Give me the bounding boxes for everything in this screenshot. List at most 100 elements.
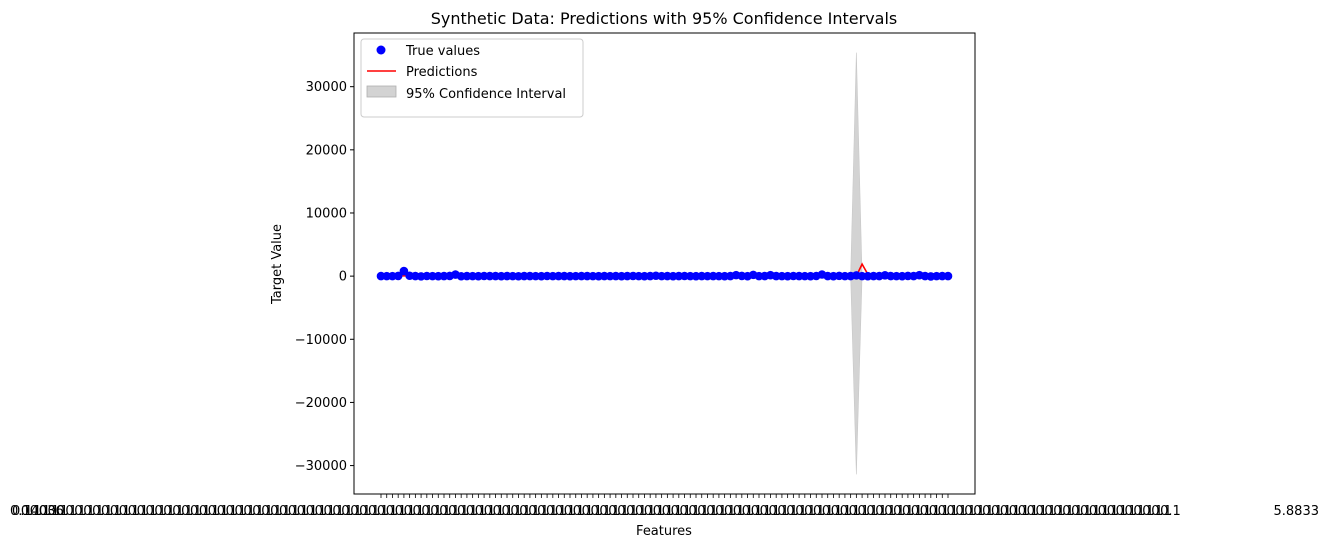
y-tick-label: −20000 [295, 396, 347, 411]
x-tick-label-overlap: 0.1 [430, 504, 451, 519]
x-tick-label-overlap: 0.1 [217, 504, 238, 519]
x-tick-label-overlap: 0.1 [626, 504, 647, 519]
x-tick-label-overlap: 0.1 [1044, 504, 1065, 519]
x-tick-label-overlap: 0.1 [128, 504, 149, 519]
x-tick-label-overlap: 0.1 [831, 504, 852, 519]
x-tick-label-overlap: 0.1 [297, 504, 318, 519]
x-tick-label-overlap: 0.1 [866, 504, 887, 519]
x-tick-label-overlap: 0.1 [751, 504, 772, 519]
x-tick-label-left: 0.14036 [10, 504, 64, 519]
x-tick-label-overlap: 0.1 [760, 504, 781, 519]
x-tick-label-overlap: 0.1 [235, 504, 256, 519]
x-tick-label-overlap: 0.1 [973, 504, 994, 519]
x-tick-label-overlap: 0.1 [252, 504, 273, 519]
x-tick-label-overlap: 0.1 [697, 504, 718, 519]
x-tick-label-overlap: 0.1 [920, 504, 941, 519]
x-tick-label-overlap: 0.1 [537, 504, 558, 519]
x-tick-label-overlap: 0.1 [386, 504, 407, 519]
x-tick-label-overlap: 0.1 [270, 504, 291, 519]
x-tick-label-overlap: 0.1 [858, 504, 879, 519]
x-tick-label-overlap: 0.1 [599, 504, 620, 519]
x-tick-label-overlap: 0.1 [404, 504, 425, 519]
x-tick-label-overlap: 0.1 [359, 504, 380, 519]
x-tick-label-overlap: 0.1 [154, 504, 175, 519]
x-tick-label-overlap: 0.1 [617, 504, 638, 519]
x-tick-label-overlap: 0.1 [502, 504, 523, 519]
x-tick-label-overlap: 0.1 [1107, 504, 1128, 519]
x-tick-label-overlap: 0.1 [591, 504, 612, 519]
x-tick-label-overlap: 0.1 [12, 504, 33, 519]
chart-title: Synthetic Data: Predictions with 95% Con… [431, 9, 898, 28]
x-tick-label-overlap: 0.1 [555, 504, 576, 519]
x-tick-label-overlap: 0.1 [21, 504, 42, 519]
x-tick-label-overlap: 0.1 [341, 504, 362, 519]
x-tick-label-overlap: 0.1 [110, 504, 131, 519]
x-tick-label-overlap: 0.1 [448, 504, 469, 519]
true-value-point [393, 271, 403, 281]
legend-marker-true-values [376, 45, 386, 55]
x-tick-label-overlap: 0.1 [510, 504, 531, 519]
x-tick-label-overlap: 0.1 [1160, 504, 1181, 519]
x-tick-label-overlap: 0.1 [671, 504, 692, 519]
x-tick-label-overlap: 0.1 [875, 504, 896, 519]
x-tick-label-overlap: 0.1 [573, 504, 594, 519]
x-tick-label-overlap: 0.1 [368, 504, 389, 519]
y-axis-label: Target Value [270, 224, 285, 305]
legend-label-confidence-interval: 95% Confidence Interval [406, 87, 566, 102]
x-tick-label-overlap: 0.1 [769, 504, 790, 519]
x-tick-label-right: 5.8833 [1274, 504, 1320, 519]
x-tick-label-overlap: 0.1 [315, 504, 336, 519]
x-tick-label-overlap: 0.1 [1071, 504, 1092, 519]
y-tick-label: 10000 [306, 206, 347, 221]
x-tick-label-overlap: 0.1 [822, 504, 843, 519]
x-tick-label-overlap: 0.1 [804, 504, 825, 519]
x-tick-label-overlap: 0.1 [1000, 504, 1021, 519]
y-tick-label: −10000 [295, 333, 347, 348]
legend-label-true-values: True values [405, 44, 480, 59]
x-tick-label-overlap: 0.1 [564, 504, 585, 519]
x-tick-label-overlap: 0.1 [332, 504, 353, 519]
x-tick-label-overlap: 0.1 [163, 504, 184, 519]
x-tick-label-overlap: 0.1 [528, 504, 549, 519]
x-tick-label-overlap: 0.1 [1080, 504, 1101, 519]
x-tick-label-overlap: 0.1 [243, 504, 264, 519]
x-tick-label-overlap: 0.1 [1062, 504, 1083, 519]
x-tick-label-overlap: 0.1 [101, 504, 122, 519]
x-tick-label-overlap: 0.1 [582, 504, 603, 519]
x-tick-label-overlap: 0.1 [813, 504, 834, 519]
x-tick-label-overlap: 0.1 [83, 504, 104, 519]
x-tick-label-overlap: 0.1 [947, 504, 968, 519]
x-tick-label-overlap: 0.1 [439, 504, 460, 519]
y-tick-label: 30000 [306, 80, 347, 95]
x-tick-label-overlap: 0.1 [48, 504, 69, 519]
x-tick-label-overlap: 0.1 [350, 504, 371, 519]
x-tick-label-overlap: 0.1 [608, 504, 629, 519]
y-tick-label: −30000 [295, 459, 347, 474]
x-tick-label-overlap: 0.1 [65, 504, 86, 519]
x-tick-label-overlap: 0.1 [644, 504, 665, 519]
confidence-band-layer [850, 52, 863, 475]
x-tick-label-overlap: 0.1 [715, 504, 736, 519]
x-tick-label-overlap: 0.1 [261, 504, 282, 519]
legend: True values Predictions 95% Confidence I… [360, 38, 584, 118]
x-tick-label-overlap: 0.1 [457, 504, 478, 519]
x-tick-label-overlap: 0.1 [955, 504, 976, 519]
x-tick-label-overlap: 0.1 [688, 504, 709, 519]
x-axis-ticks: 0.10.10.10.10.10.10.10.10.10.10.10.10.10… [12, 494, 1181, 519]
x-tick-label-overlap: 0.1 [119, 504, 140, 519]
true-values-layer [376, 266, 953, 281]
x-tick-label-overlap: 0.1 [929, 504, 950, 519]
x-tick-label-overlap: 0.1 [795, 504, 816, 519]
x-tick-label-overlap: 0.1 [724, 504, 745, 519]
x-tick-label-overlap: 0.1 [475, 504, 496, 519]
x-tick-label-overlap: 0.1 [884, 504, 905, 519]
x-tick-label-overlap: 0.1 [635, 504, 656, 519]
x-tick-label-overlap: 0.1 [840, 504, 861, 519]
x-tick-label-overlap: 0.1 [1125, 504, 1146, 519]
x-tick-label-overlap: 0.1 [662, 504, 683, 519]
x-tick-label-overlap: 0.1 [1018, 504, 1039, 519]
x-tick-label-overlap: 0.1 [902, 504, 923, 519]
x-tick-label-overlap: 0.1 [1089, 504, 1110, 519]
x-tick-label-overlap: 0.1 [964, 504, 985, 519]
legend-label-predictions: Predictions [406, 65, 478, 80]
